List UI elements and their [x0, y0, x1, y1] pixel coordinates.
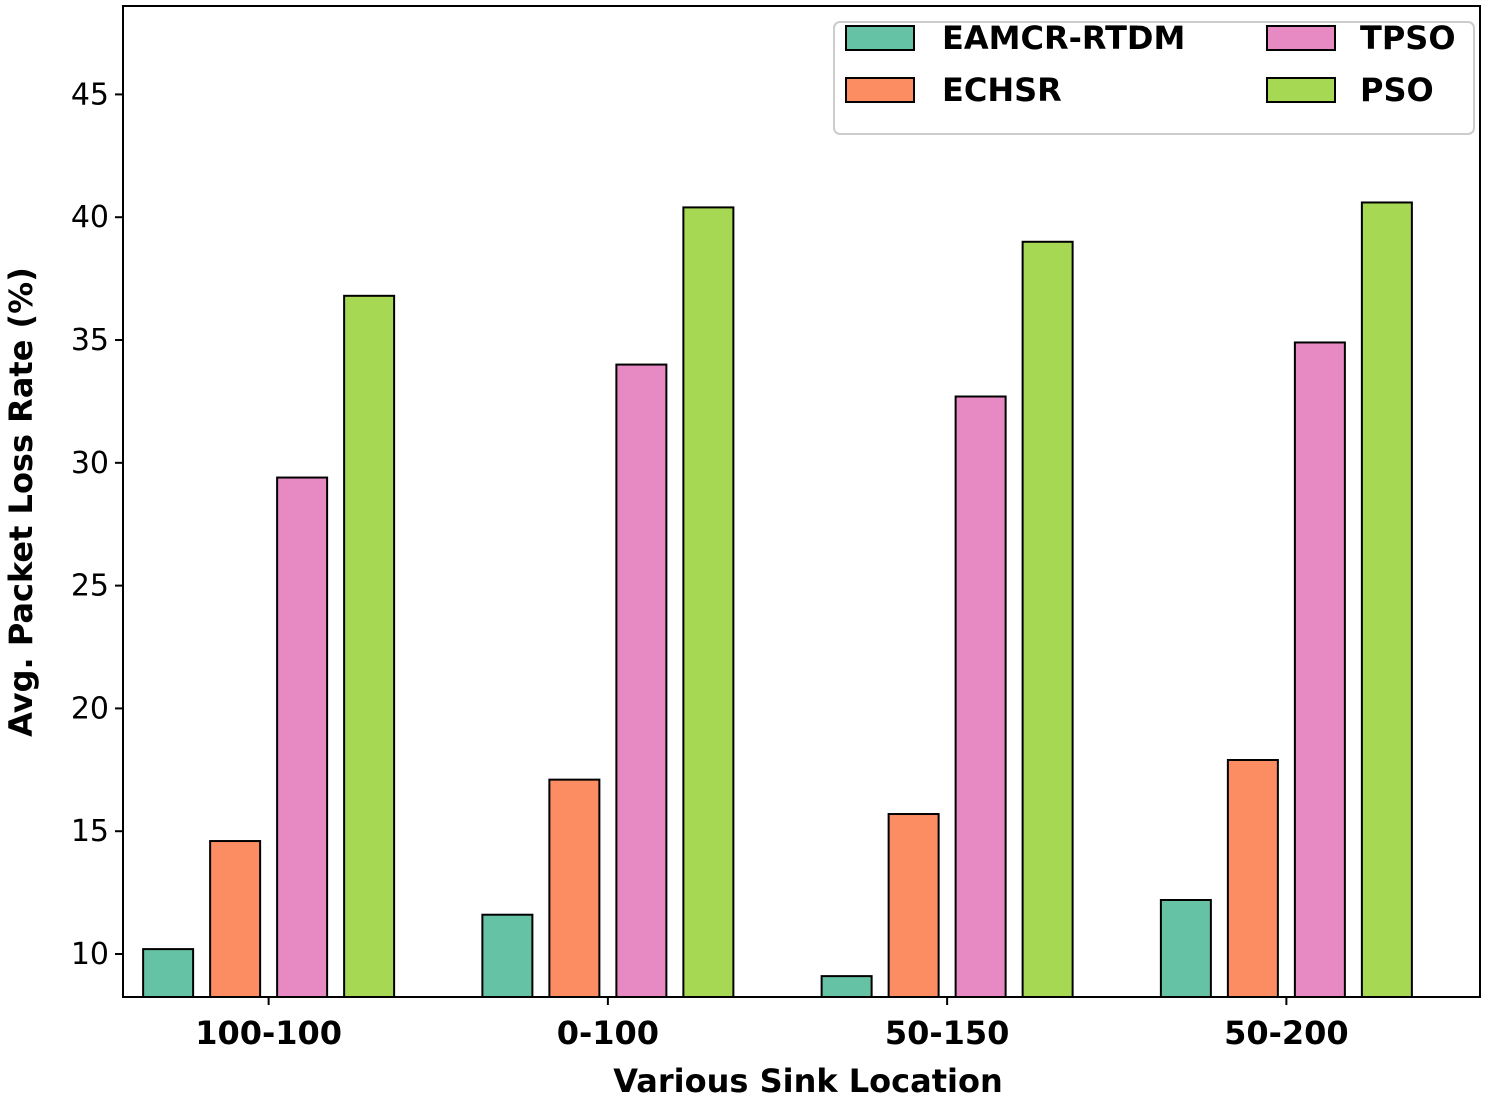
y-tick-label: 30	[71, 446, 109, 481]
x-axis-label: Various Sink Location	[613, 1062, 1003, 1099]
bars-layer	[142, 201, 1413, 999]
bar-eamcr-rtdm-0-100	[481, 913, 534, 999]
bar-echsr-0-100	[548, 778, 601, 998]
x-tick-label: 0-100	[557, 1014, 659, 1052]
bar-echsr-50-200	[1226, 758, 1279, 999]
x-tick-label: 100-100	[195, 1014, 342, 1052]
bar-eamcr-rtdm-100-100	[142, 948, 195, 998]
y-axis-label: Avg. Packet Loss Rate (%)	[2, 267, 40, 737]
bar-pso-100-100	[343, 294, 396, 999]
bar-echsr-50-150	[887, 813, 940, 999]
legend: EAMCR-RTDM ECHSR TPSO PSO	[833, 19, 1475, 135]
legend-swatch-tpso	[1266, 25, 1336, 51]
y-axis: 10 15 20 25 30 35 40 45	[71, 77, 123, 972]
legend-label-pso: PSO	[1360, 71, 1434, 109]
bar-tpso-100-100	[276, 476, 329, 998]
plot-area-frame	[122, 5, 1481, 998]
bar-eamcr-rtdm-50-200	[1159, 898, 1212, 998]
y-tick-label: 10	[71, 937, 109, 972]
legend-label-tpso: TPSO	[1360, 19, 1456, 57]
legend-label-eamcr-rtdm: EAMCR-RTDM	[942, 19, 1185, 57]
x-axis: 100-100 0-100 50-150 50-200	[195, 997, 1349, 1052]
bar-tpso-0-100	[615, 363, 668, 998]
x-tick-label: 50-200	[1224, 1014, 1349, 1052]
legend-swatch-eamcr-rtdm	[845, 25, 915, 51]
legend-swatch-echsr	[845, 77, 915, 103]
legend-label-echsr: ECHSR	[942, 71, 1062, 109]
bar-eamcr-rtdm-50-150	[820, 975, 873, 998]
bar-pso-0-100	[682, 206, 735, 998]
legend-swatch-pso	[1266, 77, 1336, 103]
y-tick-label: 25	[71, 569, 109, 604]
bar-tpso-50-150	[954, 395, 1007, 999]
y-tick-label: 35	[71, 323, 109, 358]
y-tick-label: 15	[71, 814, 109, 849]
bar-pso-50-150	[1021, 240, 1074, 998]
y-tick-label: 45	[71, 77, 109, 112]
bar-echsr-100-100	[209, 840, 262, 999]
bar-pso-50-200	[1360, 201, 1413, 999]
x-tick-label: 50-150	[885, 1014, 1010, 1052]
bar-tpso-50-200	[1293, 341, 1346, 998]
y-tick-label: 20	[71, 691, 109, 726]
y-tick-label: 40	[71, 200, 109, 235]
